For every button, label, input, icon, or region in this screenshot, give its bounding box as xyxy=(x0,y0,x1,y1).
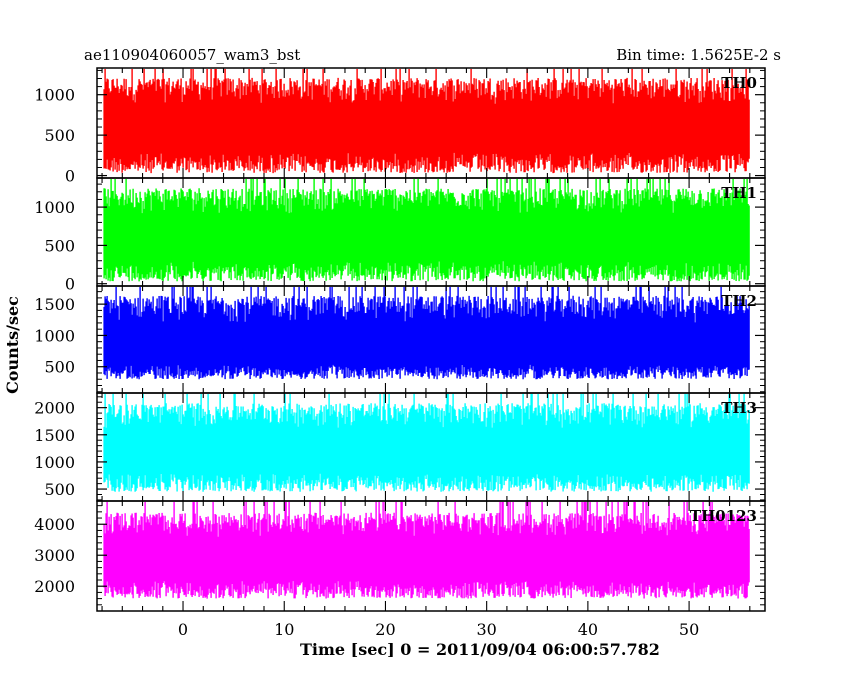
signal-th3 xyxy=(103,394,750,492)
y-axis-label: Counts/sec xyxy=(3,296,22,394)
x-tick-label: 50 xyxy=(679,620,699,639)
y-tick-label: 500 xyxy=(44,126,75,145)
y-tick-label: 3000 xyxy=(34,546,75,565)
bin-time-label: Bin time: 1.5625E-2 s xyxy=(616,46,781,64)
y-tick-label: 1000 xyxy=(34,86,75,105)
y-tick-label: 0 xyxy=(65,167,75,186)
y-tick-label: 1000 xyxy=(34,326,75,345)
y-tick-label: 500 xyxy=(44,358,75,377)
y-tick-label: 500 xyxy=(44,480,75,499)
chart-title: ae110904060057_wam3_bst xyxy=(84,46,300,64)
signal-th1 xyxy=(103,179,750,282)
panel-label-th1: TH1 xyxy=(721,184,757,202)
y-tick-label: 1000 xyxy=(34,198,75,217)
x-tick-label: 20 xyxy=(375,620,395,639)
signal-th0 xyxy=(103,69,750,174)
panel-label-th0123: TH0123 xyxy=(690,507,757,525)
panel-label-th0: TH0 xyxy=(721,74,757,92)
y-tick-label: 2000 xyxy=(34,399,75,418)
y-tick-label: 1000 xyxy=(34,453,75,472)
panel-label-th2: TH2 xyxy=(721,292,757,310)
y-tick-label: 2000 xyxy=(34,577,75,596)
panel-frame-th0123 xyxy=(96,500,766,612)
x-tick-label: 10 xyxy=(274,620,294,639)
y-tick-label: 1500 xyxy=(34,426,75,445)
x-tick-label: 0 xyxy=(178,620,188,639)
y-tick-label: 4000 xyxy=(34,515,75,534)
x-tick-label: 30 xyxy=(476,620,496,639)
signal-th0123 xyxy=(103,502,750,599)
y-tick-label: 0 xyxy=(65,275,75,294)
x-axis-label: Time [sec] 0 = 2011/09/04 06:00:57.782 xyxy=(300,640,660,659)
signal-th2 xyxy=(103,287,750,380)
y-tick-label: 500 xyxy=(44,236,75,255)
x-tick-label: 40 xyxy=(578,620,598,639)
panel-label-th3: TH3 xyxy=(721,399,757,417)
y-tick-label: 1500 xyxy=(34,295,75,314)
